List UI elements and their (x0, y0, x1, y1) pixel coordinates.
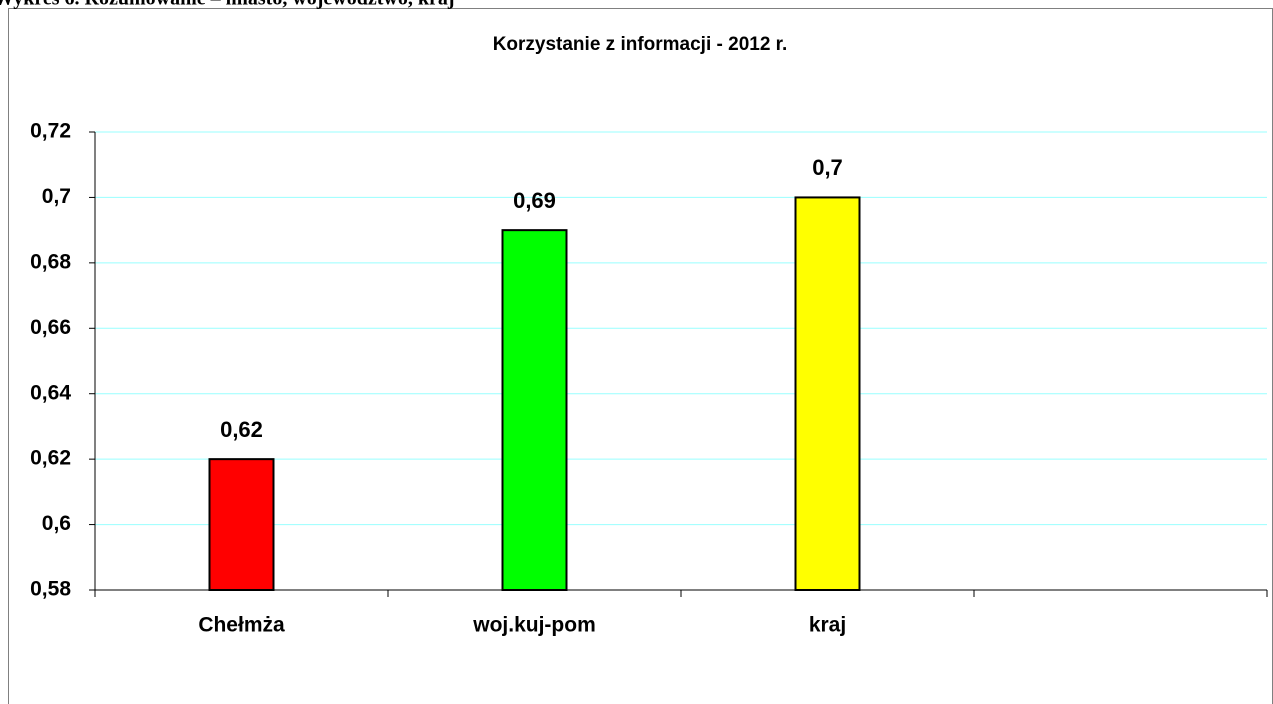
y-tick-label: 0,6 (42, 512, 71, 535)
y-tick-label: 0,72 (30, 120, 71, 143)
y-tick-label: 0,66 (30, 316, 71, 339)
chart-title: Korzystanie z informacji - 2012 r. (493, 34, 788, 55)
bar (208, 458, 275, 591)
y-tick-label: 0,58 (30, 578, 71, 601)
x-tick-label: Chełmża (198, 614, 285, 637)
y-tick-label: 0,68 (30, 250, 71, 273)
value-label: 0,7 (812, 155, 843, 180)
bar (794, 196, 861, 592)
x-tick-label: woj.kuj-pom (472, 614, 596, 637)
chart-frame (8, 8, 1273, 704)
y-tick-label: 0,7 (42, 185, 71, 208)
bar (501, 229, 568, 591)
x-tick-label: kraj (809, 614, 846, 637)
caption: Wykres 6. Rozumowanie – miasto, wojewódz… (0, 0, 455, 10)
value-label: 0,69 (513, 188, 556, 213)
y-tick-label: 0,62 (30, 447, 71, 470)
y-tick-label: 0,64 (30, 381, 71, 404)
value-label: 0,62 (220, 417, 263, 442)
